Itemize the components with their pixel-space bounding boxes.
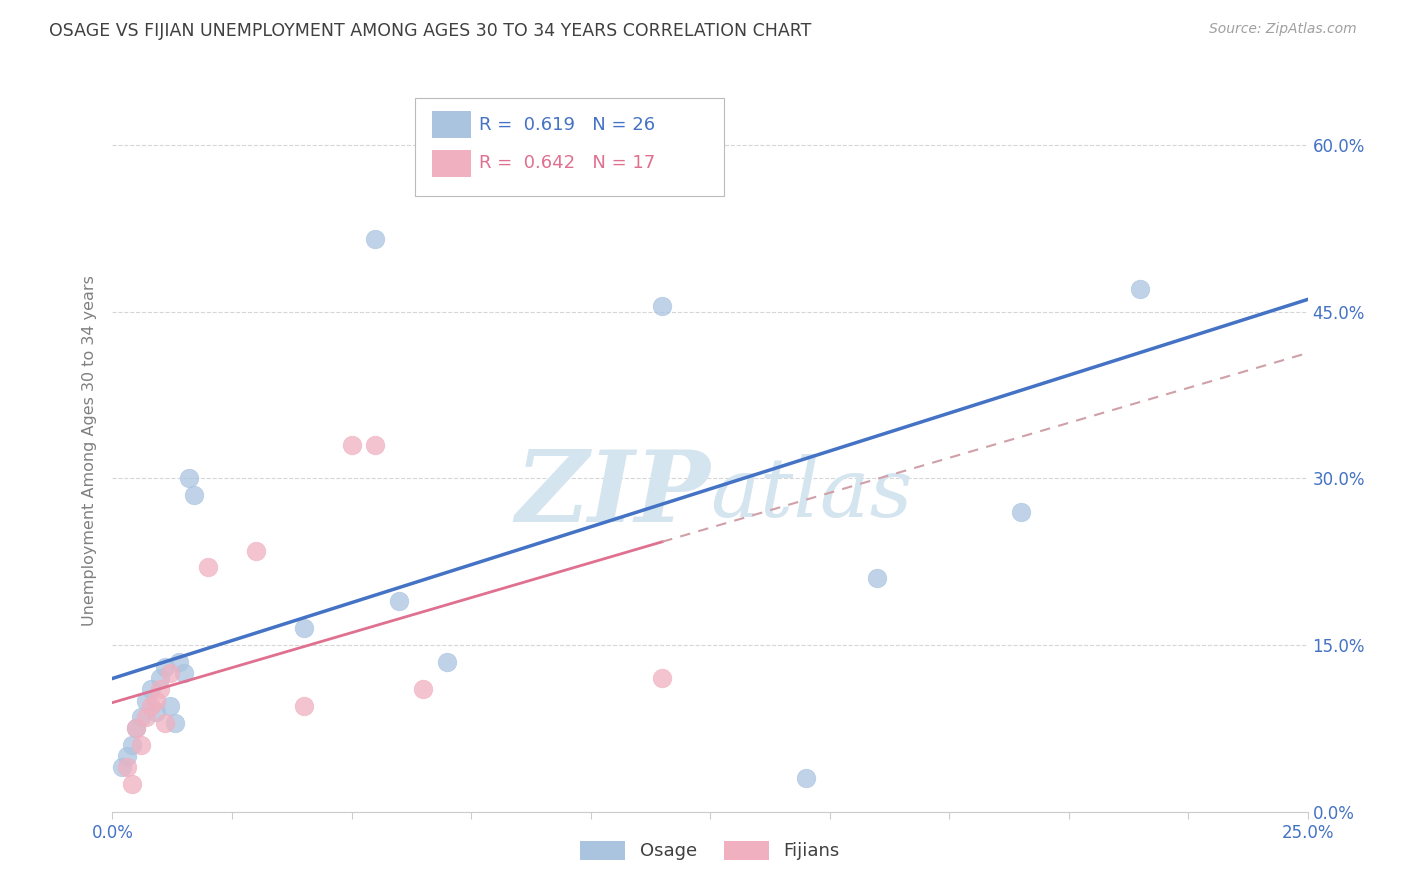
Point	[651, 299, 673, 313]
Text: R =  0.619   N = 26: R = 0.619 N = 26	[479, 116, 655, 134]
Point	[292, 621, 315, 635]
Point	[245, 543, 267, 558]
Point	[135, 693, 157, 707]
Point	[169, 655, 191, 669]
Point	[197, 560, 219, 574]
Point	[115, 749, 138, 764]
Point	[388, 593, 411, 607]
Point	[675, 137, 697, 152]
Point	[129, 710, 152, 724]
Text: R =  0.642   N = 17: R = 0.642 N = 17	[479, 154, 655, 172]
Point	[121, 738, 143, 752]
Point	[115, 760, 138, 774]
Point	[1129, 282, 1152, 296]
Point	[292, 699, 315, 714]
Point	[125, 722, 148, 736]
Text: Source: ZipAtlas.com: Source: ZipAtlas.com	[1209, 22, 1357, 37]
Y-axis label: Unemployment Among Ages 30 to 34 years: Unemployment Among Ages 30 to 34 years	[82, 275, 97, 626]
Point	[866, 571, 889, 585]
Point	[364, 232, 387, 246]
Point	[149, 682, 172, 697]
Point	[173, 665, 195, 680]
Point	[139, 682, 162, 697]
Text: ZIP: ZIP	[515, 446, 710, 542]
Legend: Osage, Fijians: Osage, Fijians	[574, 834, 846, 868]
Point	[145, 693, 167, 707]
Point	[183, 488, 205, 502]
Point	[139, 699, 162, 714]
Point	[1010, 505, 1032, 519]
Point	[163, 715, 186, 730]
Point	[125, 722, 148, 736]
Text: atlas: atlas	[710, 454, 912, 533]
Point	[436, 655, 458, 669]
Point	[651, 671, 673, 685]
Point	[340, 438, 363, 452]
Point	[177, 471, 200, 485]
Point	[149, 671, 172, 685]
Point	[364, 438, 387, 452]
Point	[129, 738, 152, 752]
Point	[153, 660, 176, 674]
Point	[121, 777, 143, 791]
Point	[135, 710, 157, 724]
Point	[159, 665, 181, 680]
Text: OSAGE VS FIJIAN UNEMPLOYMENT AMONG AGES 30 TO 34 YEARS CORRELATION CHART: OSAGE VS FIJIAN UNEMPLOYMENT AMONG AGES …	[49, 22, 811, 40]
Point	[111, 760, 134, 774]
Point	[153, 715, 176, 730]
Point	[794, 772, 817, 786]
Point	[412, 682, 434, 697]
Point	[159, 699, 181, 714]
Point	[145, 705, 167, 719]
